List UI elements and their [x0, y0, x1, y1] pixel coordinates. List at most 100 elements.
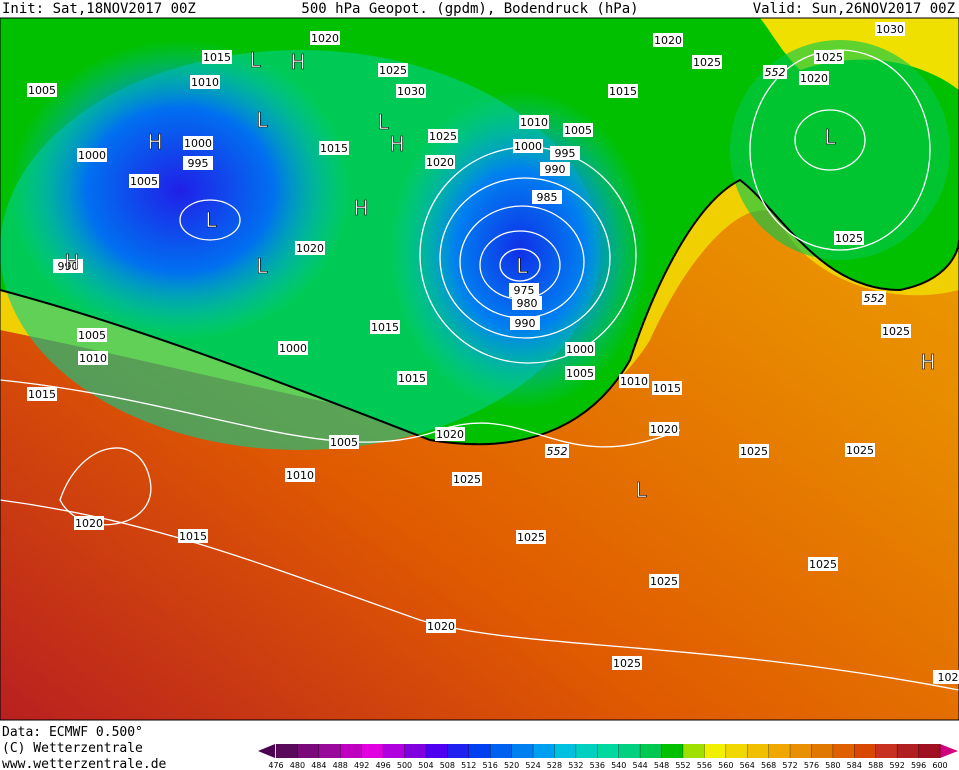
isobar-label: 1020 [75, 517, 103, 530]
isobar-label: 990 [515, 317, 536, 330]
isobar-label: 1025 [517, 531, 545, 544]
pressure-center: H [920, 350, 935, 374]
isobar-label-bg [202, 50, 232, 64]
isobar-label-bg [739, 444, 769, 458]
isobar-label: 1025 [882, 325, 910, 338]
isobar-label: 1010 [520, 116, 548, 129]
isobar-label-bg [649, 422, 679, 436]
colorbar-label: 584 [847, 761, 862, 770]
colorbar-label: 488 [333, 761, 348, 770]
colorbar-label: 540 [611, 761, 626, 770]
colorbar-swatch [361, 744, 384, 758]
colorbar-swatch [747, 744, 770, 758]
geopotential-label: 552 [765, 66, 786, 79]
isobar-label: 1025 [379, 64, 407, 77]
isobar-label: 1015 [398, 372, 426, 385]
colorbar-label: 592 [890, 761, 905, 770]
isobar-label: 1020 [427, 620, 455, 633]
colorbar-label: 576 [804, 761, 819, 770]
isobar-label-bg [612, 656, 642, 670]
isobar-label: 1025 [650, 575, 678, 588]
colorbar-label: 484 [311, 761, 326, 770]
pressure-center: L [256, 254, 268, 278]
isobar-label-bg [516, 530, 546, 544]
isobar-label: 1030 [876, 23, 904, 36]
colorbar-swatch [682, 744, 705, 758]
isobar-label: 1025 [835, 232, 863, 245]
isobar-label: 1000 [184, 137, 212, 150]
isobar-label-bg [129, 174, 159, 188]
geopotential-label: 552 [864, 292, 885, 305]
isobar-label-bg [77, 148, 107, 162]
colorbar-swatch [554, 744, 577, 758]
isobar-label-bg [378, 63, 408, 77]
colorbar-label: 588 [868, 761, 883, 770]
isobar-label-bg [652, 381, 682, 395]
isobar-label-bg [329, 435, 359, 449]
isobar-label-bg [881, 324, 911, 338]
geopotential-label-bg [862, 291, 886, 305]
colorbar-label: 580 [825, 761, 840, 770]
isobar-label-bg [78, 351, 108, 365]
isobar-label-bg [799, 71, 829, 85]
isobar-label: 1010 [191, 76, 219, 89]
colorbar-label: 476 [268, 761, 283, 770]
isobar-label: 1010 [286, 469, 314, 482]
colorbar-swatch [425, 744, 448, 758]
isobar-label: 1015 [653, 382, 681, 395]
isobar-label-bg [649, 574, 679, 588]
isobar-label: 1000 [78, 149, 106, 162]
colorbar-swatch [790, 744, 812, 758]
colorbar-swatch [404, 744, 427, 758]
isobar-label-bg [565, 366, 595, 380]
colorbar-label: 548 [654, 761, 669, 770]
isobar-label-bg [428, 129, 458, 143]
isobar-label: 995 [188, 157, 209, 170]
isobar-label: 1020 [650, 423, 678, 436]
isobar-label-bg [619, 374, 649, 388]
colorbar-label: 500 [397, 761, 412, 770]
isobar-label: 1020 [800, 72, 828, 85]
isobar-label-bg [510, 316, 540, 330]
isobar-label-bg [53, 259, 83, 273]
colorbar-swatch [640, 744, 663, 758]
pressure-center: H [290, 50, 305, 74]
pressure-center: L [205, 208, 217, 232]
isobar-label-bg [692, 55, 722, 69]
colorbar-label: 532 [568, 761, 583, 770]
isobar-label: 1005 [564, 124, 592, 137]
pressure-center: L [256, 108, 268, 132]
colorbar-label: 524 [525, 761, 540, 770]
footer-url: www.wetterzentrale.de [2, 757, 167, 770]
isobar-label: 1025 [846, 444, 874, 457]
isobar-label-bg [563, 123, 593, 137]
colorbar-label: 552 [675, 761, 690, 770]
isobar-label-bg [550, 146, 580, 160]
isobar-label: 1025 [809, 558, 837, 571]
colorbar-swatch [318, 744, 341, 758]
isobar-label: 1015 [320, 142, 348, 155]
geopotential-label: 552 [547, 445, 568, 458]
isobar-label-bg [178, 529, 208, 543]
isobar-label-bg [834, 231, 864, 245]
colorbar-label: 572 [782, 761, 797, 770]
colorbar-swatch [340, 744, 363, 758]
isobar-label-bg [425, 155, 455, 169]
pressure-center: L [516, 254, 528, 278]
colorbar-label: 536 [590, 761, 605, 770]
colorbar-label: 544 [632, 761, 647, 770]
isobar-label: 1030 [397, 85, 425, 98]
isobar-label-bg [27, 387, 57, 401]
colorbar-swatch [661, 744, 684, 758]
colorbar-label: 512 [461, 761, 476, 770]
isobar-label: 1020 [654, 34, 682, 47]
isobar-label-bg [519, 115, 549, 129]
colorbar-swatch [297, 744, 320, 758]
isobar-label: 1000 [279, 342, 307, 355]
colorbar-swatch [918, 744, 941, 758]
isobar-label: 980 [517, 297, 538, 310]
isobar-label: 1005 [330, 436, 358, 449]
colorbar-label: 600 [932, 761, 947, 770]
isobar-label-bg [808, 557, 838, 571]
pressure-center: H [64, 250, 79, 274]
